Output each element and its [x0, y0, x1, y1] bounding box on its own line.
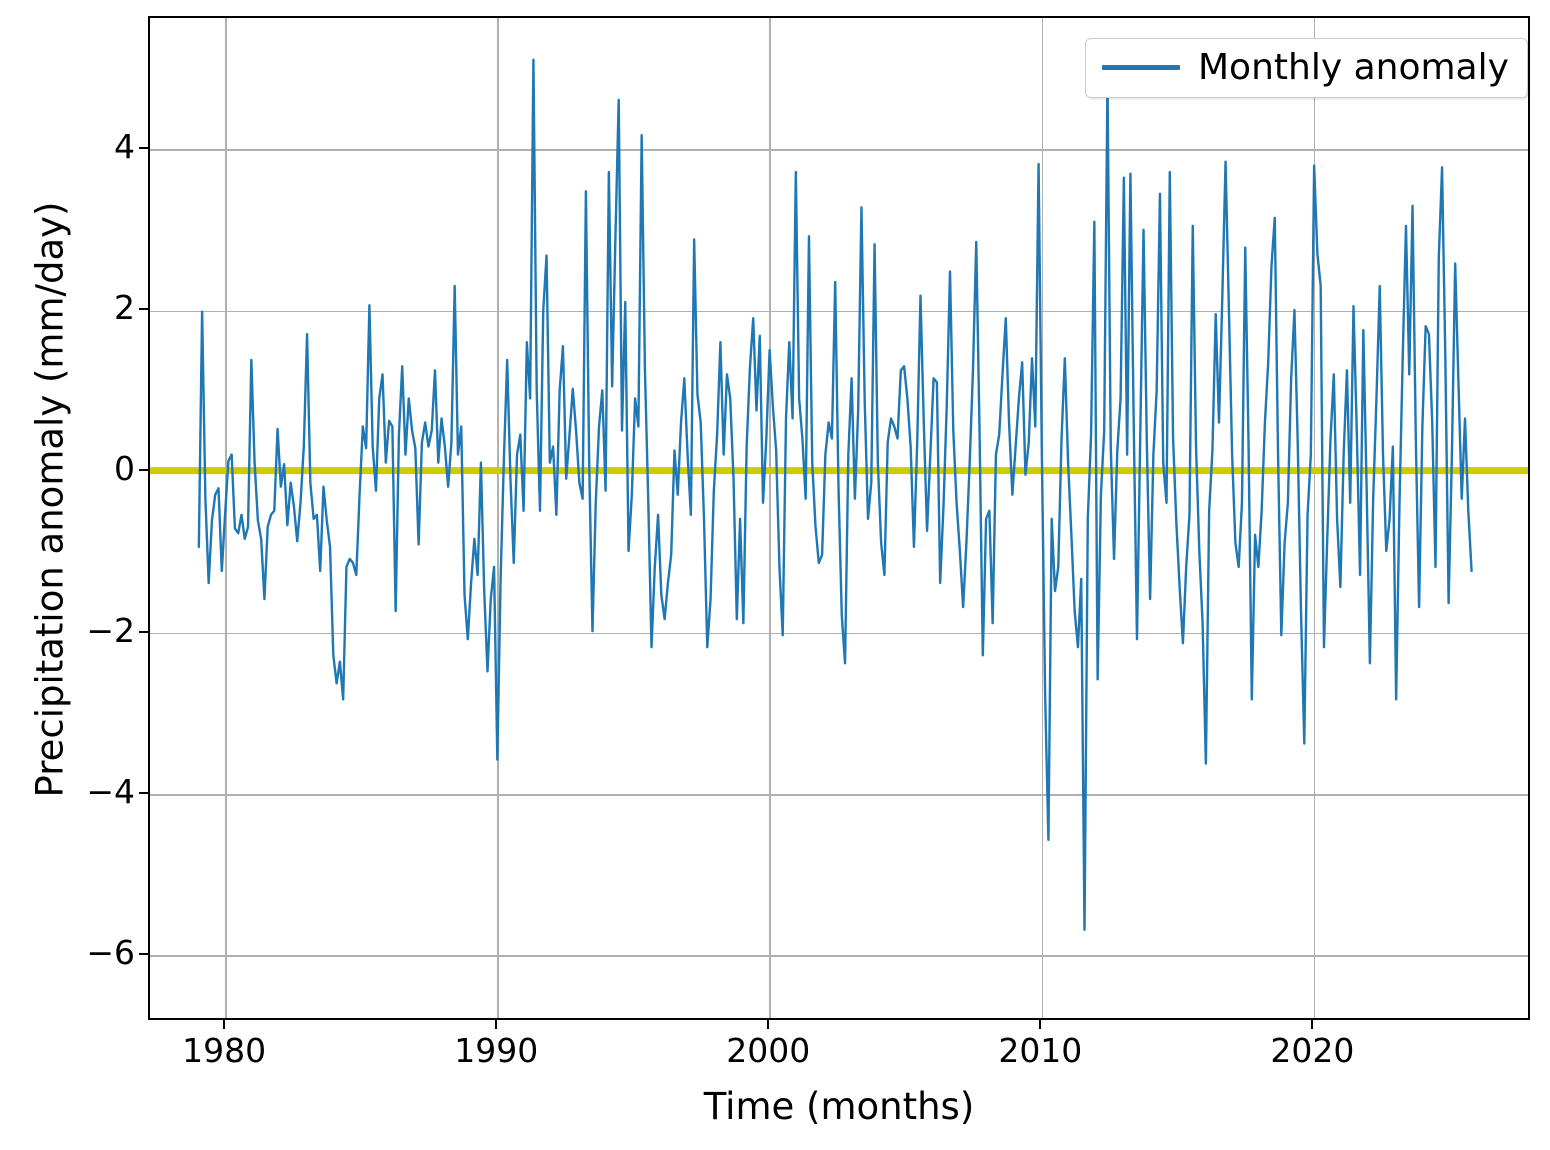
y-tick-label: −6	[86, 932, 135, 972]
gridline-vertical	[1313, 18, 1316, 1018]
x-tick-label: 1980	[182, 1031, 267, 1070]
x-tick-mark	[495, 1020, 498, 1029]
y-tick-mark	[139, 469, 148, 472]
x-axis-title: Time (months)	[703, 1085, 975, 1128]
y-tick-label: −2	[86, 610, 135, 650]
y-tick-label: 0	[114, 449, 135, 489]
gridline-horizontal	[150, 955, 1528, 957]
x-tick-mark	[1039, 1020, 1042, 1029]
gridline-vertical	[225, 18, 227, 1018]
gridline-vertical	[497, 18, 499, 1018]
y-axis-title: Precipitation anomaly (mm/day)	[28, 201, 72, 798]
y-tick-mark	[139, 952, 148, 955]
monthly-anomaly-series	[150, 18, 1528, 1018]
gridline-horizontal	[150, 793, 1528, 796]
gridline-horizontal	[150, 149, 1528, 151]
gridline-horizontal	[150, 310, 1528, 313]
y-tick-label: 4	[114, 127, 135, 167]
y-tick-mark	[139, 630, 148, 633]
x-tick-mark	[223, 1020, 226, 1029]
y-tick-mark	[139, 147, 148, 150]
y-tick-mark	[139, 308, 148, 311]
x-tick-mark	[1311, 1020, 1314, 1029]
gridline-horizontal	[150, 632, 1528, 635]
gridline-vertical	[769, 18, 772, 1018]
y-tick-label: 2	[114, 288, 135, 328]
x-tick-label: 2020	[1270, 1031, 1355, 1070]
legend-label-monthly-anomaly: Monthly anomaly	[1198, 47, 1509, 88]
plot-area	[148, 16, 1530, 1020]
legend[interactable]: Monthly anomaly	[1085, 38, 1528, 98]
x-tick-label: 1990	[454, 1031, 539, 1070]
y-tick-label: −4	[86, 771, 135, 811]
x-tick-label: 2000	[726, 1031, 811, 1070]
x-tick-label: 2010	[998, 1031, 1083, 1070]
y-tick-mark	[139, 791, 148, 794]
legend-line-swatch-monthly-anomaly	[1102, 65, 1180, 71]
x-tick-mark	[767, 1020, 770, 1029]
